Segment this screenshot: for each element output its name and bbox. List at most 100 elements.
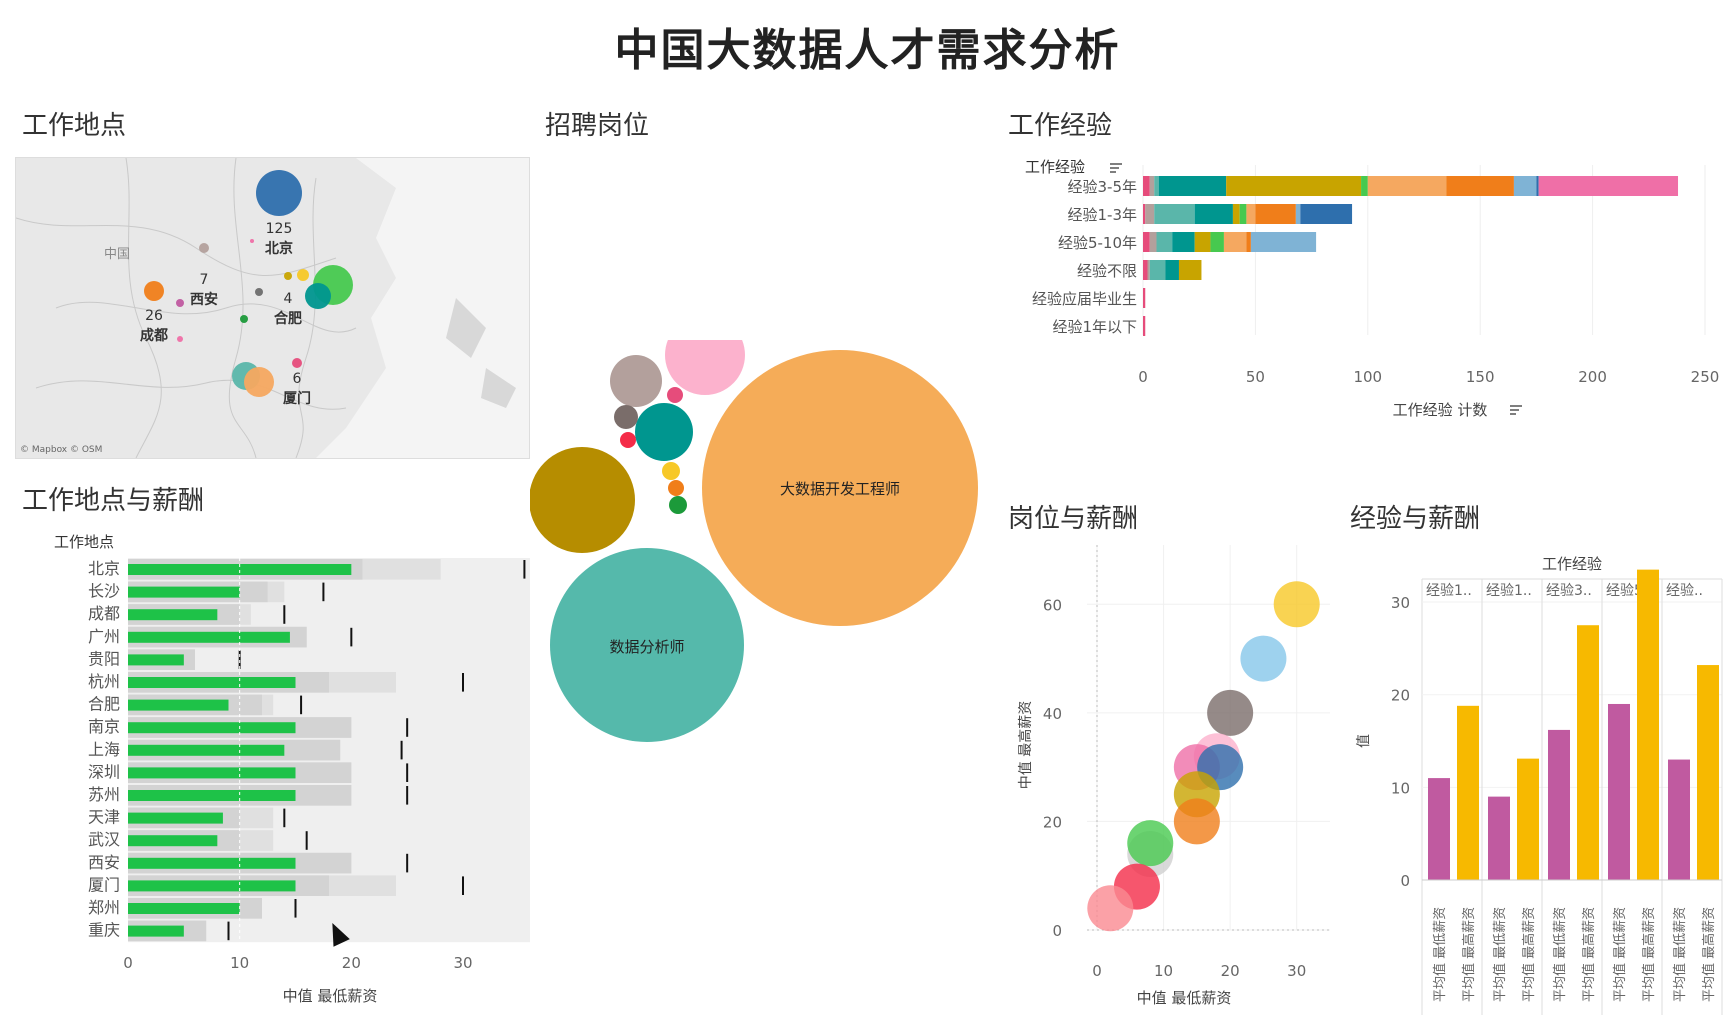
- salary-bar[interactable]: [1637, 569, 1659, 880]
- city-bubble[interactable]: [240, 315, 248, 323]
- salary-bar[interactable]: [1517, 758, 1539, 880]
- position-bubble[interactable]: [668, 480, 684, 496]
- salary-bar[interactable]: [128, 564, 352, 575]
- position-salary-scatter[interactable]: 0 10 20 30 0 20 40 60 中值 最低薪资 中值 最高薪资: [1010, 545, 1350, 1015]
- salary-bar[interactable]: [128, 654, 184, 666]
- experience-bar-segment[interactable]: [1145, 204, 1155, 224]
- experience-bar-segment[interactable]: [1143, 232, 1150, 252]
- salary-bar[interactable]: [128, 609, 218, 621]
- salary-bar[interactable]: [1668, 759, 1690, 880]
- experience-bar-segment[interactable]: [1143, 316, 1146, 336]
- experience-bar-segment[interactable]: [1246, 204, 1256, 224]
- bubble-big-data-engineer[interactable]: [702, 350, 978, 626]
- salary-bar[interactable]: [128, 903, 240, 914]
- city-bubble[interactable]: [144, 281, 164, 301]
- sort-icon[interactable]: [1510, 405, 1522, 415]
- experience-bar-segment[interactable]: [1226, 176, 1362, 196]
- experience-bar-segment[interactable]: [1361, 176, 1368, 196]
- city-bubble[interactable]: [256, 170, 302, 216]
- city-bubble[interactable]: [284, 272, 292, 280]
- experience-bar-segment[interactable]: [1178, 260, 1202, 280]
- experience-bar-segment[interactable]: [1295, 204, 1301, 224]
- position-bubble[interactable]: [610, 355, 662, 407]
- position-bubble[interactable]: [665, 340, 745, 395]
- city-bubble[interactable]: [176, 299, 184, 307]
- salary-bar[interactable]: [128, 586, 240, 598]
- experience-bar-segment[interactable]: [1149, 232, 1157, 252]
- experience-bar-segment[interactable]: [1239, 204, 1247, 224]
- position-bubble[interactable]: [635, 403, 693, 461]
- china-map[interactable]: 中国 © Mapbox © OSM 125 北京 7 西安 26 成都 4 合肥 6 厦门: [15, 157, 530, 459]
- city-bubble[interactable]: [297, 269, 309, 281]
- scatter-point[interactable]: [1127, 820, 1174, 867]
- experience-bar-segment[interactable]: [1194, 232, 1211, 252]
- city-bubble[interactable]: [250, 239, 254, 243]
- experience-bar-segment[interactable]: [1143, 204, 1146, 224]
- position-bubble[interactable]: [530, 447, 635, 553]
- salary-bar[interactable]: [128, 790, 296, 801]
- city-bubble[interactable]: [292, 358, 302, 368]
- city-bubble[interactable]: [255, 288, 263, 296]
- city-bubble[interactable]: [244, 367, 274, 397]
- experience-bar-segment[interactable]: [1255, 204, 1296, 224]
- experience-bar-segment[interactable]: [1223, 232, 1247, 252]
- scatter-point[interactable]: [1273, 581, 1320, 628]
- experience-bar-segment[interactable]: [1143, 288, 1146, 308]
- salary-bar[interactable]: [128, 744, 285, 756]
- bubble-data-analyst[interactable]: [550, 548, 744, 742]
- experience-bar-segment[interactable]: [1513, 176, 1537, 196]
- salary-bar[interactable]: [1488, 796, 1510, 880]
- salary-bar[interactable]: [128, 722, 296, 734]
- experience-bar-segment[interactable]: [1210, 232, 1224, 252]
- sort-icon[interactable]: [1110, 163, 1122, 173]
- experience-bar-segment[interactable]: [1232, 204, 1240, 224]
- experience-bar-segment[interactable]: [1156, 232, 1173, 252]
- experience-bar-segment[interactable]: [1172, 232, 1195, 252]
- experience-bar-segment[interactable]: [1536, 176, 1539, 196]
- city-bubble[interactable]: [305, 283, 331, 309]
- city-bubble[interactable]: [199, 243, 209, 253]
- experience-bar-segment[interactable]: [1149, 176, 1155, 196]
- salary-bar[interactable]: [128, 631, 290, 643]
- experience-bar-segment[interactable]: [1250, 232, 1317, 252]
- experience-bar-segment[interactable]: [1300, 204, 1353, 224]
- salary-bar[interactable]: [128, 880, 296, 892]
- scatter-point[interactable]: [1173, 798, 1220, 845]
- experience-bar-segment[interactable]: [1147, 260, 1150, 280]
- salary-bar[interactable]: [1608, 703, 1630, 880]
- scatter-point[interactable]: [1240, 635, 1287, 682]
- salary-bar[interactable]: [1548, 729, 1570, 880]
- salary-bar[interactable]: [128, 812, 223, 824]
- position-bubble[interactable]: [667, 387, 683, 403]
- scatter-point[interactable]: [1087, 885, 1134, 932]
- position-bubble[interactable]: [620, 432, 636, 448]
- salary-bar[interactable]: [128, 677, 296, 688]
- experience-bar-segment[interactable]: [1446, 176, 1514, 196]
- experience-bar-chart[interactable]: 工作经验 0 50 100 150 200 250 经验3-5年经验1-3年经验5-10年经验…: [1010, 155, 1725, 425]
- salary-bar[interactable]: [1428, 778, 1450, 880]
- experience-bar-segment[interactable]: [1194, 204, 1233, 224]
- experience-bar-segment[interactable]: [1158, 176, 1227, 196]
- scatter-point[interactable]: [1207, 689, 1254, 736]
- position-bubble[interactable]: [669, 496, 687, 514]
- experience-bar-segment[interactable]: [1154, 204, 1195, 224]
- experience-bar-segment[interactable]: [1149, 260, 1166, 280]
- city-bubble[interactable]: [177, 336, 183, 342]
- position-bubble[interactable]: [614, 405, 638, 429]
- salary-bar[interactable]: [1697, 665, 1719, 880]
- map-canvas[interactable]: 中国 © Mapbox © OSM 125 北京 7 西安 26 成都 4 合肥 6 厦门: [16, 158, 529, 458]
- salary-bar[interactable]: [128, 925, 184, 937]
- experience-bar-segment[interactable]: [1367, 176, 1447, 196]
- salary-bar[interactable]: [1577, 625, 1599, 880]
- salary-bar[interactable]: [128, 857, 296, 869]
- salary-bar[interactable]: [128, 835, 218, 847]
- experience-bar-segment[interactable]: [1143, 176, 1150, 196]
- experience-bar-segment[interactable]: [1246, 232, 1251, 252]
- experience-bar-segment[interactable]: [1165, 260, 1179, 280]
- position-bubble[interactable]: [662, 462, 680, 480]
- salary-bar[interactable]: [1457, 705, 1479, 880]
- salary-bar[interactable]: [128, 699, 229, 711]
